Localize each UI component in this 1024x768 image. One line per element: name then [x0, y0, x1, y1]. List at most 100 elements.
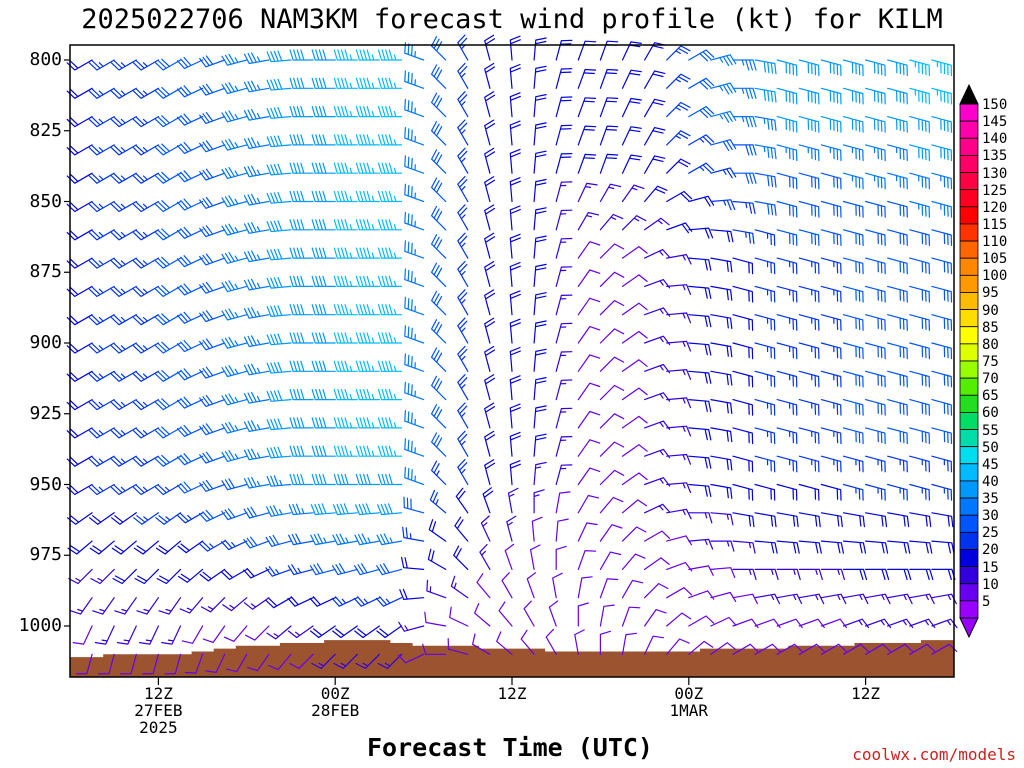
colorbar-swatch	[959, 257, 979, 276]
wind-barb	[176, 198, 204, 211]
wind-barb	[533, 489, 545, 514]
wind-barb	[377, 445, 403, 457]
wind-barb	[820, 285, 842, 303]
wind-barb	[110, 455, 137, 467]
wind-barb	[599, 153, 619, 174]
wind-barb	[599, 469, 625, 486]
wind-barb	[266, 625, 292, 640]
wind-barb	[181, 625, 204, 644]
wind-barb	[156, 568, 182, 585]
wind-barb	[533, 320, 547, 344]
wind-barb	[199, 479, 226, 492]
wind-barb	[732, 483, 754, 501]
chart-title: 2025022706 NAM3KM forecast wind profile …	[81, 4, 943, 35]
wind-barb	[266, 418, 292, 431]
wind-barb	[754, 512, 777, 528]
wind-barb	[110, 399, 137, 411]
wind-barb	[820, 229, 842, 246]
wind-barb	[199, 451, 226, 464]
wind-barb	[310, 625, 336, 639]
wind-barb	[90, 568, 115, 585]
wind-barb	[509, 290, 521, 316]
wind-barb	[266, 333, 292, 346]
wind-barb	[931, 87, 953, 105]
wind-barb	[710, 314, 733, 330]
wind-barb	[88, 87, 115, 99]
wind-barb	[776, 618, 803, 629]
wind-barb	[688, 162, 715, 174]
wind-barb	[243, 222, 270, 234]
wind-barb	[158, 597, 182, 615]
wind-barb	[447, 638, 469, 655]
wind-barb	[132, 172, 159, 184]
wind-barb	[476, 573, 491, 599]
wind-barb	[909, 427, 930, 445]
wind-barb	[480, 515, 491, 542]
wind-barb	[404, 98, 425, 118]
wind-barb	[644, 98, 666, 118]
wind-barb	[621, 526, 647, 542]
wind-barb	[776, 229, 798, 246]
wind-barb	[482, 487, 494, 514]
wind-barb	[909, 172, 930, 190]
wind-barb	[842, 427, 864, 445]
wind-barb	[533, 235, 547, 259]
wind-barb	[311, 417, 336, 429]
wind-barb	[798, 427, 820, 445]
y-tick-label: 875	[29, 261, 62, 283]
wind-barb	[842, 540, 867, 554]
wind-barb	[666, 101, 691, 118]
colorbar-label: 125	[982, 182, 1008, 199]
wind-barb	[132, 399, 159, 411]
colorbar-swatch	[959, 377, 979, 396]
wind-barb	[577, 550, 597, 570]
wind-barb	[577, 522, 598, 542]
wind-barb	[457, 62, 469, 89]
wind-barb	[887, 257, 908, 275]
wind-barb	[484, 147, 496, 174]
wind-barb	[931, 540, 955, 554]
wind-barb	[116, 625, 137, 645]
wind-barb	[355, 49, 380, 61]
wind-barb	[110, 116, 137, 128]
wind-barb	[178, 568, 204, 583]
wind-barb	[404, 70, 425, 89]
wind-barb	[754, 427, 776, 445]
wind-barb	[311, 445, 336, 457]
wind-barb	[333, 417, 358, 429]
wind-barb	[431, 375, 447, 401]
wind-barb	[577, 354, 601, 372]
wind-barb	[498, 601, 513, 627]
wind-barb	[865, 512, 888, 528]
colorbar-label: 70	[982, 371, 999, 388]
wind-barb	[798, 172, 820, 190]
wind-barb	[404, 268, 425, 287]
colorbar-label: 5	[982, 593, 991, 610]
wind-barb	[820, 200, 842, 218]
wind-barb	[177, 512, 204, 524]
wind-barb	[526, 572, 537, 599]
wind-barb	[404, 183, 425, 203]
wind-barb	[732, 455, 754, 473]
y-tick-label: 825	[29, 119, 62, 141]
wind-barb	[266, 446, 292, 459]
wind-barb	[506, 515, 517, 542]
wind-barb	[666, 130, 691, 146]
wind-barb	[533, 292, 547, 316]
wind-barb	[449, 606, 469, 627]
wind-barb	[621, 97, 642, 118]
wind-barb	[243, 137, 270, 149]
colorbar-swatch	[959, 137, 979, 156]
wind-barb	[355, 503, 380, 516]
wind-barb	[453, 545, 469, 570]
wind-barb	[377, 77, 403, 89]
wind-barb	[155, 398, 182, 411]
wind-barb	[132, 314, 159, 326]
wind-barb	[176, 255, 204, 268]
wind-barb	[355, 219, 380, 231]
wind-barb	[842, 399, 864, 416]
wind-barb	[289, 389, 314, 401]
wind-barb	[88, 144, 115, 156]
wind-barb	[533, 150, 547, 174]
wind-barb	[842, 483, 864, 501]
